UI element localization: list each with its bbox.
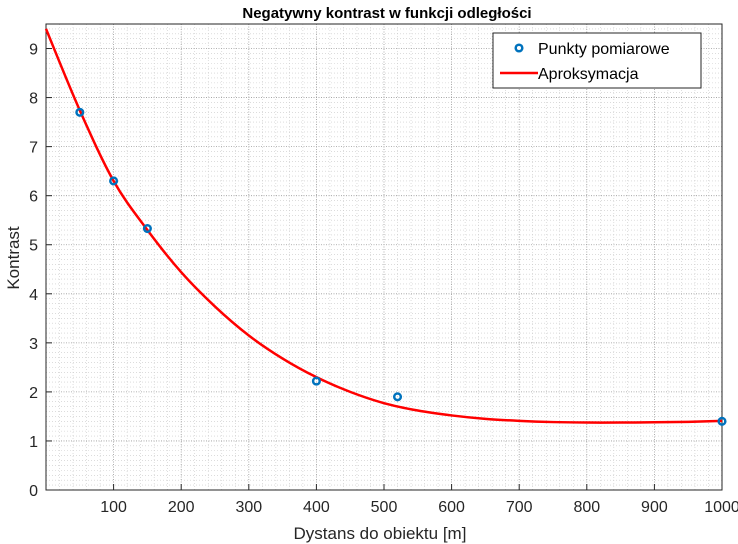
y-axis-label: Kontrast bbox=[4, 226, 23, 290]
measurement-point bbox=[142, 223, 152, 234]
x-tick-label: 500 bbox=[371, 499, 398, 516]
chart-title: Negatywny kontrast w funkcji odległości bbox=[242, 5, 531, 22]
series-layer bbox=[44, 28, 727, 426]
legend: Punkty pomiarowe Aproksymacja bbox=[492, 32, 702, 89]
fit-curve-line bbox=[44, 28, 723, 424]
y-tick-label: 3 bbox=[29, 336, 38, 353]
grid bbox=[46, 24, 723, 491]
x-tick-label: 600 bbox=[438, 499, 465, 516]
legend-marker-icon bbox=[514, 43, 524, 53]
y-tick-label: 5 bbox=[29, 238, 38, 255]
measurement-point bbox=[75, 107, 85, 117]
y-tick-label: 1 bbox=[29, 434, 38, 451]
measurement-point bbox=[717, 416, 727, 426]
legend-entry-measurements: Punkty pomiarowe bbox=[538, 41, 670, 58]
measurement-point bbox=[311, 376, 321, 386]
y-tick-label: 9 bbox=[29, 42, 38, 59]
x-axis-label: Dystans do obiektu [m] bbox=[294, 524, 467, 543]
y-tick-label: 0 bbox=[29, 483, 38, 500]
x-tick-label: 300 bbox=[235, 499, 262, 516]
x-tick-label: 1000 bbox=[704, 499, 738, 516]
x-tick-label: 200 bbox=[168, 499, 195, 516]
legend-box bbox=[492, 32, 702, 89]
x-tick-label: 800 bbox=[573, 499, 600, 516]
y-tick-label: 7 bbox=[29, 140, 38, 157]
x-tick-label: 700 bbox=[506, 499, 533, 516]
legend-entry-fit: Aproksymacja bbox=[538, 66, 639, 83]
y-tick-label: 8 bbox=[29, 91, 38, 108]
x-tick-label: 100 bbox=[100, 499, 127, 516]
measurement-point bbox=[109, 176, 119, 186]
measurement-point bbox=[392, 392, 403, 402]
y-tick-label: 6 bbox=[29, 189, 38, 206]
y-tick-label: 4 bbox=[29, 287, 38, 304]
x-tick-label: 400 bbox=[303, 499, 330, 516]
x-tick-label: 900 bbox=[641, 499, 668, 516]
y-tick-label: 2 bbox=[29, 385, 38, 402]
ticks: 100 200 300 400 500 600 700 800 900 1000 0 1 2 3 4 5 6 7 8… bbox=[29, 42, 738, 516]
